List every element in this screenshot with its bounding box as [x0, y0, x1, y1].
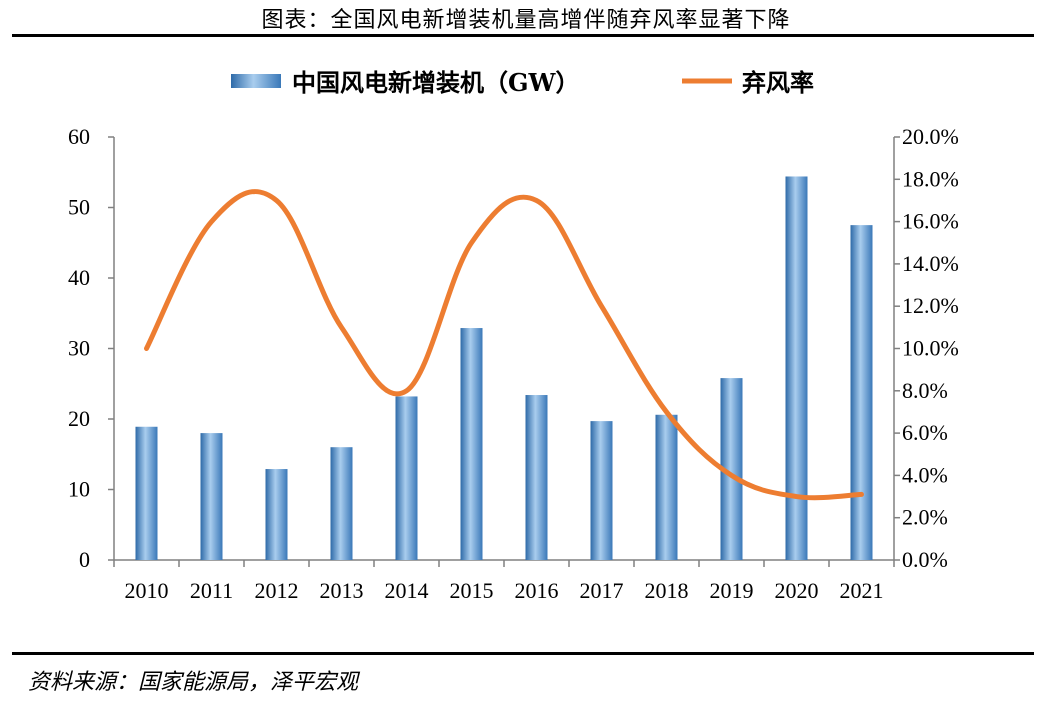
y-left-tick-label: 60	[68, 124, 90, 149]
y-right-tick-label: 20.0%	[902, 124, 959, 149]
bar	[135, 426, 158, 560]
x-tick-label: 2021	[840, 578, 884, 603]
axes: 0 10 20 30 40 50 60 0.0% 2.0% 4.0% 6.0% 8.0% 10.0% 12…	[68, 124, 959, 603]
x-tick-label: 2020	[775, 578, 819, 603]
bottom-divider	[12, 652, 1034, 655]
y-left-tick-label: 10	[68, 477, 90, 502]
bar-series	[135, 176, 873, 561]
x-tick-label: 2015	[450, 578, 494, 603]
x-tick-label: 2018	[645, 578, 689, 603]
y-right-tick-label: 10.0%	[902, 336, 959, 361]
x-tick-label: 2019	[710, 578, 754, 603]
y-left-tick-label: 0	[79, 547, 90, 572]
bar	[590, 421, 613, 560]
bar	[525, 395, 548, 560]
bar	[395, 396, 418, 560]
bar	[850, 225, 873, 560]
x-tick-label: 2010	[125, 578, 169, 603]
bar	[330, 447, 353, 560]
x-tick-label: 2011	[190, 578, 233, 603]
x-tick-label: 2014	[385, 578, 429, 603]
line-series	[144, 189, 864, 501]
bar	[720, 378, 743, 560]
y-right-tick-label: 14.0%	[902, 251, 959, 276]
y-right-tick-label: 18.0%	[902, 166, 959, 191]
legend-label-installations: 中国风电新增装机（GW）	[292, 68, 579, 97]
y-left-tick-label: 20	[68, 406, 90, 431]
y-right-tick-label: 2.0%	[902, 505, 948, 530]
x-tick-label: 2013	[320, 578, 364, 603]
curtailment-line	[144, 189, 864, 501]
chart-area: 中国风电新增装机（GW） 弃风率 0 10 20 30 40 50 60 0.0% 2.0% 4.…	[68, 68, 959, 603]
bar	[265, 469, 288, 560]
chart-title: 图表：全国风电新增装机量高增伴随弃风率显著下降	[261, 8, 791, 33]
x-tick-label: 2016	[515, 578, 559, 603]
bar	[785, 176, 808, 561]
x-tick-label: 2012	[255, 578, 299, 603]
source-note: 资料来源：国家能源局，泽平宏观	[28, 670, 359, 695]
x-tick-label: 2017	[580, 578, 624, 603]
y-left-tick-label: 30	[68, 336, 90, 361]
y-right-tick-label: 4.0%	[902, 462, 948, 487]
bar	[460, 328, 483, 560]
y-left-tick-label: 50	[68, 195, 90, 220]
legend: 中国风电新增装机（GW） 弃风率	[231, 68, 814, 97]
bar	[200, 433, 223, 560]
bar	[655, 414, 678, 560]
y-right-tick-label: 6.0%	[902, 420, 948, 445]
y-right-tick-label: 12.0%	[902, 293, 959, 318]
y-right-tick-label: 16.0%	[902, 209, 959, 234]
y-right-tick-label: 0.0%	[902, 547, 948, 572]
legend-label-curtailment: 弃风率	[742, 68, 814, 97]
y-right-tick-label: 8.0%	[902, 378, 948, 403]
legend-swatch-bar	[231, 74, 281, 88]
top-divider	[12, 34, 1034, 37]
y-left-tick-label: 40	[68, 265, 90, 290]
